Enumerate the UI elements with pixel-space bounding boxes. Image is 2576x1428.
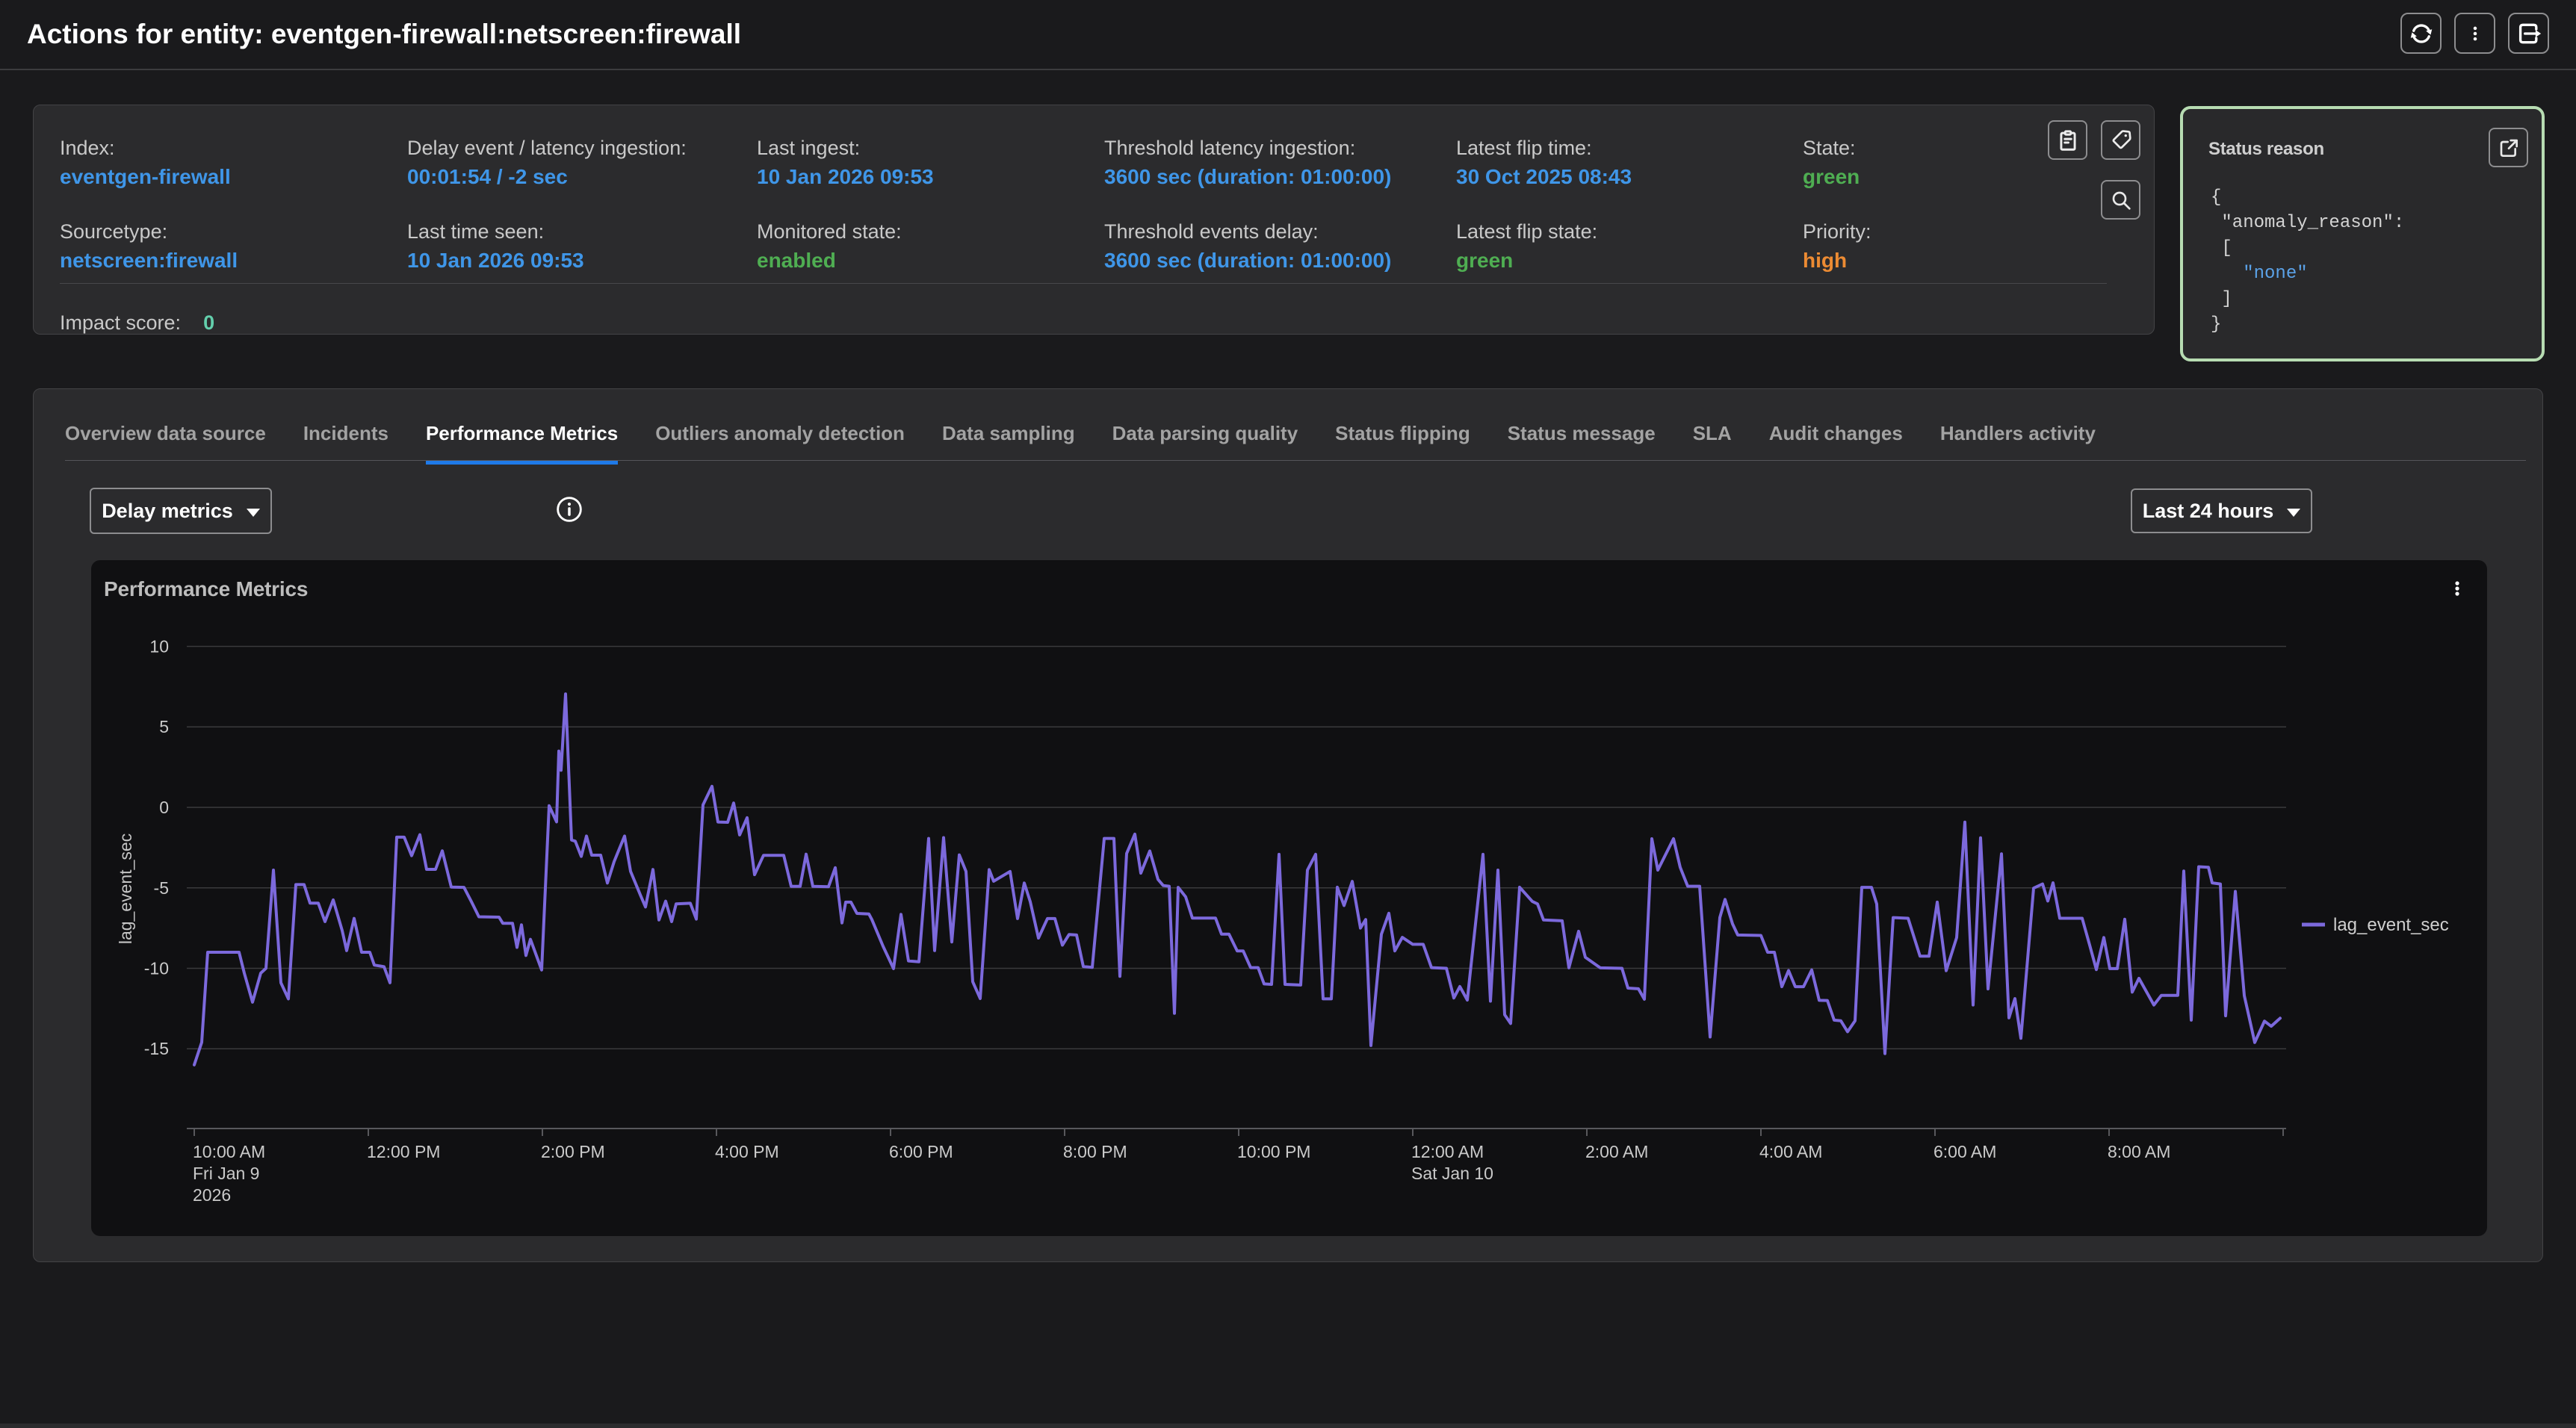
- svg-text:2:00 AM: 2:00 AM: [1585, 1142, 1648, 1161]
- svg-text:5: 5: [159, 717, 169, 736]
- svg-text:-10: -10: [144, 959, 169, 978]
- svg-text:lag_event_sec: lag_event_sec: [116, 833, 135, 944]
- svg-text:10:00 PM: 10:00 PM: [1237, 1142, 1310, 1161]
- svg-text:12:00 PM: 12:00 PM: [367, 1142, 440, 1161]
- svg-text:lag_event_sec: lag_event_sec: [2333, 915, 2449, 935]
- svg-text:10:00 AM: 10:00 AM: [193, 1142, 265, 1161]
- svg-text:10: 10: [149, 637, 169, 656]
- svg-text:-5: -5: [154, 878, 169, 898]
- svg-text:Fri Jan 9: Fri Jan 9: [193, 1164, 259, 1183]
- svg-text:0: 0: [159, 798, 169, 817]
- svg-text:-15: -15: [144, 1039, 169, 1058]
- svg-text:4:00 AM: 4:00 AM: [1759, 1142, 1822, 1161]
- svg-text:2026: 2026: [193, 1185, 231, 1205]
- svg-text:6:00 PM: 6:00 PM: [889, 1142, 953, 1161]
- svg-text:Sat Jan 10: Sat Jan 10: [1411, 1164, 1493, 1183]
- svg-text:8:00 PM: 8:00 PM: [1063, 1142, 1127, 1161]
- svg-text:4:00 PM: 4:00 PM: [715, 1142, 779, 1161]
- svg-text:6:00 AM: 6:00 AM: [1933, 1142, 1996, 1161]
- svg-text:8:00 AM: 8:00 AM: [2108, 1142, 2170, 1161]
- svg-text:2:00 PM: 2:00 PM: [541, 1142, 605, 1161]
- svg-text:12:00 AM: 12:00 AM: [1411, 1142, 1484, 1161]
